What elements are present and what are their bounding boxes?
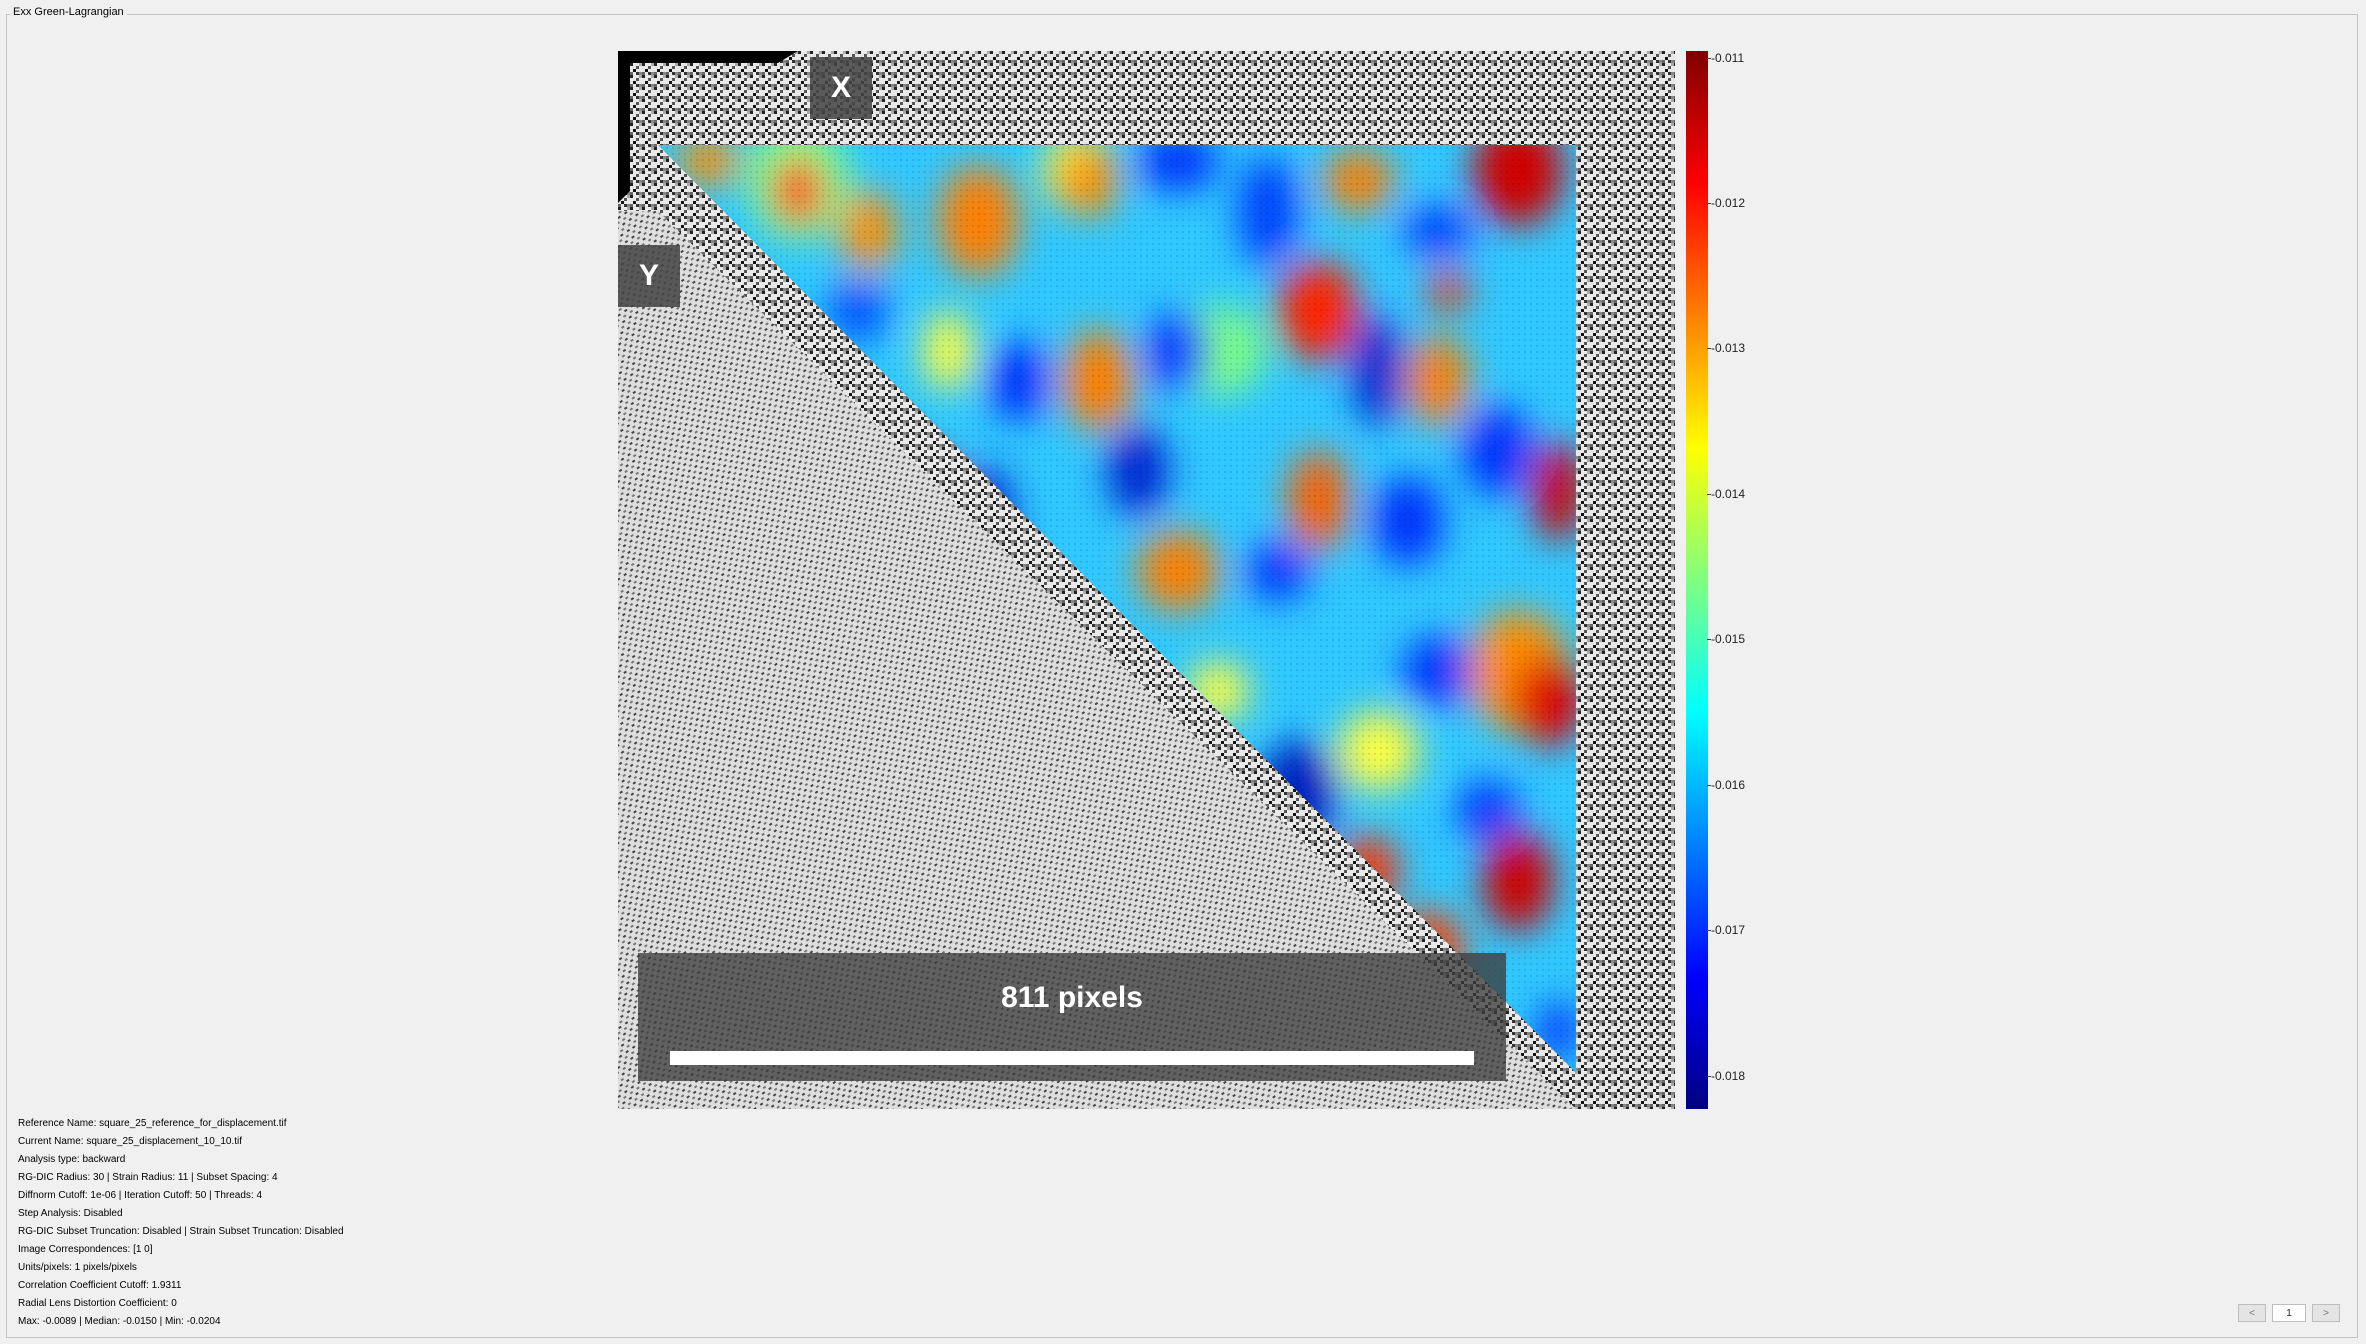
info-reference-name: Reference Name: square_25_reference_for_… — [18, 1118, 287, 1129]
info-step-analysis: Step Analysis: Disabled — [18, 1208, 123, 1219]
info-current-name: Current Name: square_25_displacement_10_… — [18, 1136, 243, 1147]
colorbar — [1686, 51, 1708, 1109]
scale-bar-line — [670, 1051, 1474, 1065]
prev-page-button[interactable]: < — [2238, 1304, 2266, 1322]
colorbar-tick: -0.015 — [1706, 632, 1746, 646]
strain-panel — [6, 14, 2358, 1338]
scale-bar-label: 811 pixels — [1001, 981, 1143, 1014]
scale-bar: 811 pixels — [638, 953, 1506, 1081]
info-analysis-type: Analysis type: backward — [18, 1154, 126, 1165]
info-rgdic-radius: RG-DIC Radius: 30 | Strain Radius: 11 | … — [18, 1172, 278, 1183]
info-correspondences: Image Correspondences: [1 0] — [18, 1244, 153, 1255]
colorbar-tick: -0.012 — [1706, 196, 1746, 210]
colorbar-tick: -0.013 — [1706, 341, 1746, 355]
info-diffnorm: Diffnorm Cutoff: 1e-06 | Iteration Cutof… — [18, 1190, 263, 1201]
strain-plot[interactable]: X Y 811 pixels — [618, 51, 1675, 1109]
colorbar-tick: -0.011 — [1706, 51, 1745, 65]
info-cc-cutoff: Correlation Coefficient Cutoff: 1.9311 — [18, 1280, 182, 1291]
colorbar-tick: -0.017 — [1706, 923, 1746, 937]
y-axis-tag: Y — [618, 245, 680, 307]
strain-plot-svg — [618, 51, 1675, 1109]
info-units: Units/pixels: 1 pixels/pixels — [18, 1262, 137, 1273]
colorbar-tick: -0.018 — [1706, 1069, 1746, 1083]
info-statistics: Max: -0.0089 | Median: -0.0150 | Min: -0… — [18, 1316, 221, 1327]
analysis-info: Reference Name: square_25_reference_for_… — [18, 1115, 344, 1331]
next-page-button[interactable]: > — [2312, 1304, 2340, 1322]
colorbar-tick: -0.014 — [1706, 487, 1746, 501]
colorbar-tick: -0.016 — [1706, 778, 1746, 792]
info-subset-truncation: RG-DIC Subset Truncation: Disabled | Str… — [18, 1226, 344, 1237]
panel-title: Exx Green-Lagrangian — [10, 6, 127, 18]
info-lens-distortion: Radial Lens Distortion Coefficient: 0 — [18, 1298, 177, 1309]
page-number-input[interactable]: 1 — [2272, 1304, 2306, 1322]
x-axis-tag: X — [810, 57, 872, 119]
